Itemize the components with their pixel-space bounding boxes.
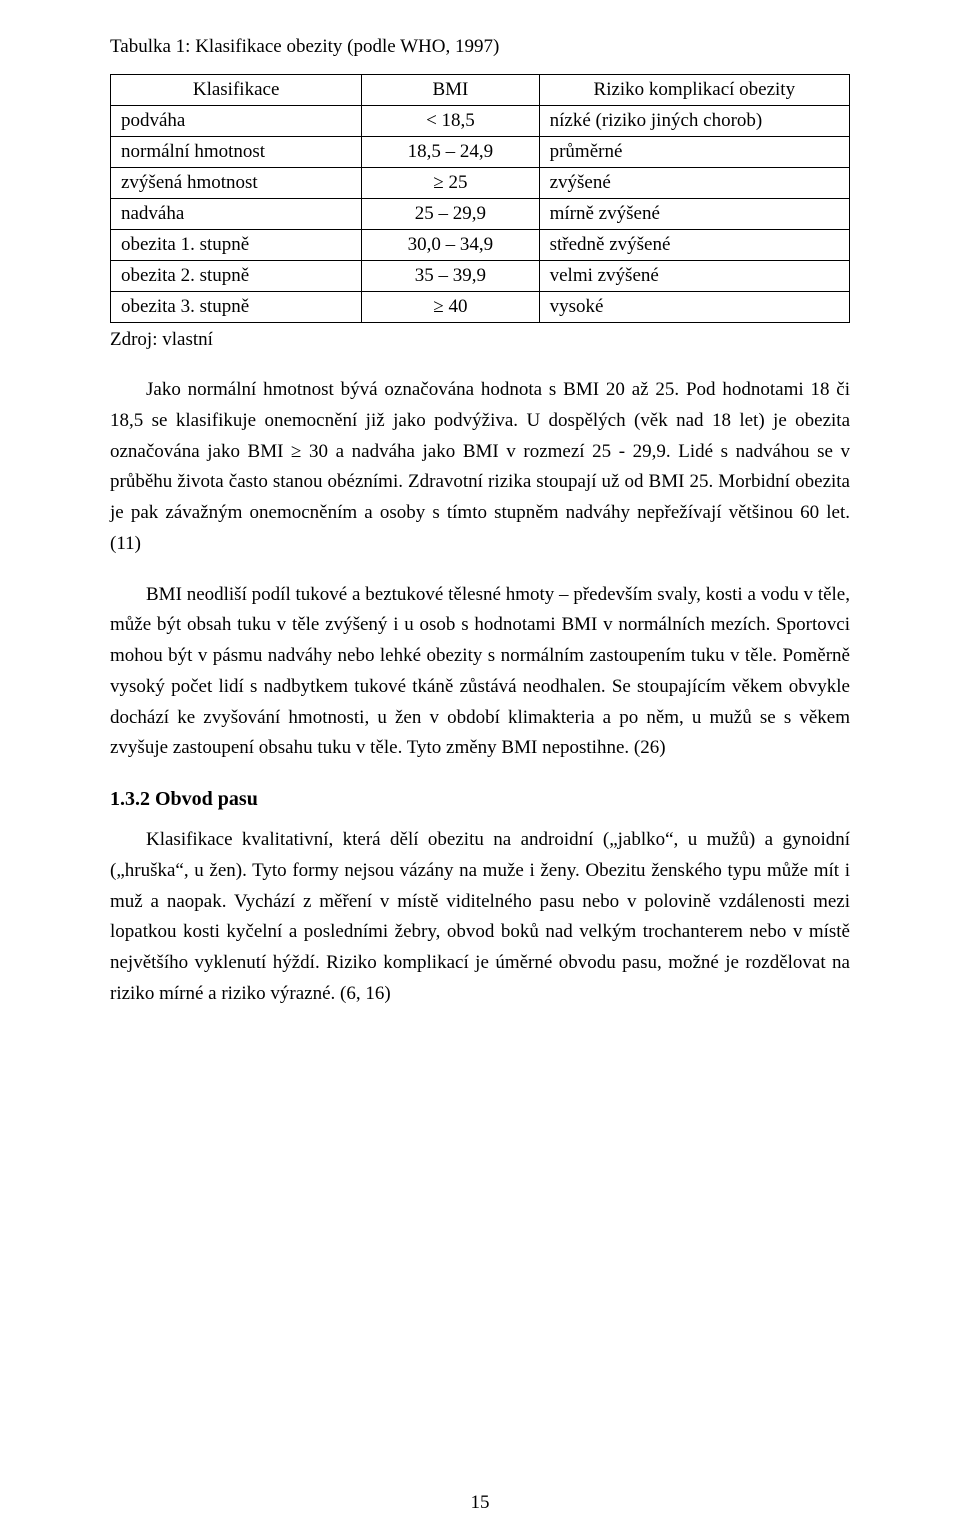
- table-row: obezita 2. stupně 35 – 39,9 velmi zvýšen…: [111, 261, 850, 292]
- cell-classification: obezita 2. stupně: [111, 261, 362, 292]
- cell-risk: středně zvýšené: [539, 230, 849, 261]
- cell-classification: normální hmotnost: [111, 137, 362, 168]
- cell-classification: zvýšená hmotnost: [111, 168, 362, 199]
- table-header-bmi: BMI: [362, 75, 539, 106]
- cell-risk: průměrné: [539, 137, 849, 168]
- section-heading-obvod-pasu: 1.3.2 Obvod pasu: [110, 788, 850, 811]
- cell-bmi: 30,0 – 34,9: [362, 230, 539, 261]
- table-row: podváha < 18,5 nízké (riziko jiných chor…: [111, 106, 850, 137]
- cell-classification: nadváha: [111, 199, 362, 230]
- bmi-classification-table: Klasifikace BMI Riziko komplikací obezit…: [110, 74, 850, 323]
- cell-risk: mírně zvýšené: [539, 199, 849, 230]
- cell-bmi: ≥ 40: [362, 292, 539, 323]
- body-paragraph: Jako normální hmotnost bývá označována h…: [110, 375, 850, 560]
- cell-bmi: 35 – 39,9: [362, 261, 539, 292]
- page-number: 15: [0, 1492, 960, 1514]
- table-header-classification: Klasifikace: [111, 75, 362, 106]
- table-row: zvýšená hmotnost ≥ 25 zvýšené: [111, 168, 850, 199]
- cell-risk: velmi zvýšené: [539, 261, 849, 292]
- cell-risk: vysoké: [539, 292, 849, 323]
- cell-bmi: ≥ 25: [362, 168, 539, 199]
- cell-bmi: < 18,5: [362, 106, 539, 137]
- table-row: normální hmotnost 18,5 – 24,9 průměrné: [111, 137, 850, 168]
- table-row: nadváha 25 – 29,9 mírně zvýšené: [111, 199, 850, 230]
- table-row: obezita 1. stupně 30,0 – 34,9 středně zv…: [111, 230, 850, 261]
- cell-risk: nízké (riziko jiných chorob): [539, 106, 849, 137]
- table-caption: Tabulka 1: Klasifikace obezity (podle WH…: [110, 36, 850, 58]
- cell-classification: obezita 1. stupně: [111, 230, 362, 261]
- table-header-row: Klasifikace BMI Riziko komplikací obezit…: [111, 75, 850, 106]
- cell-classification: podváha: [111, 106, 362, 137]
- table-row: obezita 3. stupně ≥ 40 vysoké: [111, 292, 850, 323]
- cell-classification: obezita 3. stupně: [111, 292, 362, 323]
- body-paragraph: BMI neodliší podíl tukové a beztukové tě…: [110, 580, 850, 765]
- page: Tabulka 1: Klasifikace obezity (podle WH…: [0, 0, 960, 1534]
- cell-risk: zvýšené: [539, 168, 849, 199]
- table-header-risk: Riziko komplikací obezity: [539, 75, 849, 106]
- cell-bmi: 25 – 29,9: [362, 199, 539, 230]
- cell-bmi: 18,5 – 24,9: [362, 137, 539, 168]
- body-paragraph: Klasifikace kvalitativní, která dělí obe…: [110, 825, 850, 1010]
- table-source: Zdroj: vlastní: [110, 329, 850, 351]
